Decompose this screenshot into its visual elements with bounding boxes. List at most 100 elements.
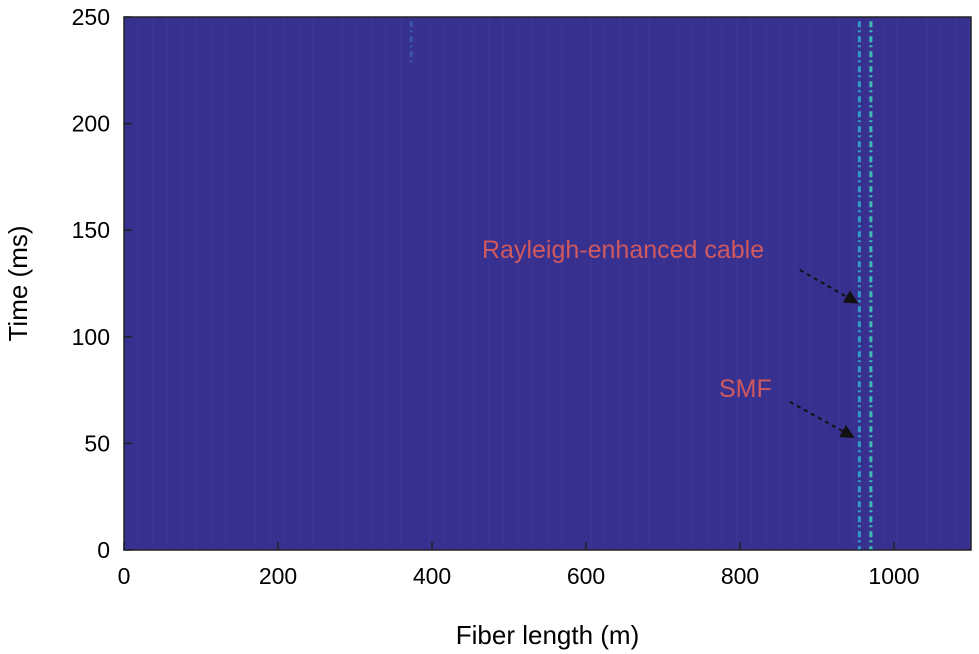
texture-column [182, 17, 183, 550]
texture-column [664, 17, 665, 550]
annotations: Rayleigh-enhanced cable SMF [482, 236, 859, 439]
bright-traces [124, 17, 971, 550]
texture-column [635, 17, 636, 550]
texture-column [912, 17, 913, 550]
texture-column [371, 17, 372, 550]
y-tick-label: 250 [72, 4, 110, 30]
x-axis: 0 200 400 600 800 1000 [118, 542, 920, 589]
texture-column [940, 17, 941, 550]
texture-column [270, 17, 271, 550]
texture-column [153, 17, 154, 550]
texture-column [385, 17, 386, 550]
texture-column [444, 17, 445, 550]
texture-column [708, 17, 709, 550]
texture-column [328, 17, 329, 550]
texture-column [488, 17, 489, 550]
texture-column [868, 17, 869, 550]
texture-column [766, 17, 767, 550]
y-tick-label: 200 [72, 111, 110, 137]
texture-column [750, 17, 751, 550]
texture-column [356, 17, 357, 550]
texture-column [226, 17, 227, 550]
texture-column [867, 17, 868, 550]
texture-column [620, 17, 621, 550]
texture-column [152, 17, 153, 550]
texture-column [969, 17, 970, 550]
texture-column [210, 17, 211, 550]
texture-column [794, 17, 795, 550]
texture-column [401, 17, 402, 550]
x-tick-label: 400 [413, 563, 451, 589]
x-tick-label: 600 [567, 563, 605, 589]
texture-column [429, 17, 430, 550]
texture-column [445, 17, 446, 550]
texture-column [649, 17, 650, 550]
annotation-label: SMF [719, 375, 772, 403]
y-axis-label: Time (ms) [3, 225, 33, 341]
annotation-arrow [799, 269, 859, 304]
texture-column [211, 17, 212, 550]
texture-column [561, 17, 562, 550]
texture-column [897, 17, 898, 550]
texture-column [531, 17, 532, 550]
texture-column [955, 17, 956, 550]
texture-column [737, 17, 738, 550]
texture-column [562, 17, 563, 550]
texture-column [372, 17, 373, 550]
texture-column [299, 17, 300, 550]
texture-column [167, 17, 168, 550]
texture-column [269, 17, 270, 550]
texture-column [181, 17, 182, 550]
texture-column [240, 17, 241, 550]
texture-column [956, 17, 957, 550]
texture-column [546, 17, 547, 550]
texture-column [474, 17, 475, 550]
texture-column [591, 17, 592, 550]
texture-column [517, 17, 518, 550]
texture-column [503, 17, 504, 550]
texture-column [707, 17, 708, 550]
texture-column [312, 17, 313, 550]
texture-column [838, 17, 839, 550]
texture-column [854, 17, 855, 550]
texture-column [605, 17, 606, 550]
y-tick-label: 100 [72, 324, 110, 350]
x-tick-label: 0 [118, 563, 131, 589]
texture-column [138, 17, 139, 550]
texture-column [648, 17, 649, 550]
texture-column [166, 17, 167, 550]
texture-column [137, 17, 138, 550]
texture-column [941, 17, 942, 550]
y-tick-label: 0 [97, 537, 110, 563]
x-tick-label: 1000 [868, 563, 919, 589]
plot-area [123, 16, 972, 551]
texture-column [911, 17, 912, 550]
texture-column [604, 17, 605, 550]
heatmap-background [124, 17, 971, 550]
texture-column [795, 17, 796, 550]
texture-column [781, 17, 782, 550]
texture-column [268, 17, 269, 550]
texture-column [225, 17, 226, 550]
y-tick-label: 150 [72, 217, 110, 243]
texture-column [853, 17, 854, 550]
plot-frame [123, 16, 972, 551]
texture-column [458, 17, 459, 550]
texture-column [677, 17, 678, 550]
texture-column [197, 17, 198, 550]
texture-column [619, 17, 620, 550]
texture-column [634, 17, 635, 550]
texture-column [327, 17, 328, 550]
texture-column [883, 17, 884, 550]
texture-column [518, 17, 519, 550]
texture-column [809, 17, 810, 550]
texture-column [692, 17, 693, 550]
texture-column [926, 17, 927, 550]
texture-column [254, 17, 255, 550]
texture-column [343, 17, 344, 550]
texture-column [357, 17, 358, 550]
texture-column [283, 17, 284, 550]
texture-column [722, 17, 723, 550]
texture-column [736, 17, 737, 550]
